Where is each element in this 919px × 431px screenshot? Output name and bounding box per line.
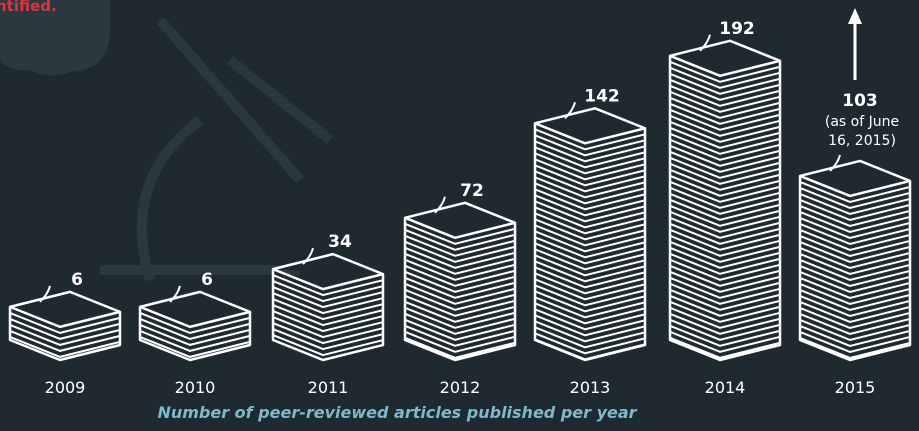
x-tick-label: 2015 (835, 378, 876, 397)
sheet-lines (799, 181, 911, 359)
page-curl (434, 196, 446, 214)
value-label: 34 (328, 232, 352, 252)
microscope-decoration (100, 16, 334, 282)
value-label: 142 (584, 86, 620, 106)
arrow-head (848, 8, 862, 24)
page-curl (564, 102, 576, 120)
sheet-lines (272, 274, 384, 357)
sheet-lines (139, 311, 251, 358)
top-note: ntified. (0, 0, 57, 15)
sheet-lines (404, 222, 516, 359)
x-tick-label: 2014 (705, 378, 746, 397)
sheet-lines (9, 311, 121, 358)
note-cloud (0, 0, 110, 76)
value-label: 6 (71, 270, 83, 290)
page-curl (699, 34, 711, 52)
page-curl (39, 285, 51, 303)
value-label: 72 (460, 181, 484, 201)
value-label: 192 (719, 19, 755, 39)
sheet-lines (669, 60, 781, 359)
x-tick-label: 2012 (440, 378, 481, 397)
value-label: 6 (201, 270, 213, 290)
page-curl (829, 154, 841, 172)
annotation: 16, 2015) (828, 133, 896, 149)
value-label: 103 (842, 91, 878, 111)
annotation: (as of June (825, 114, 899, 130)
sheet-lines (534, 128, 646, 361)
x-tick-label: 2009 (45, 378, 86, 397)
x-tick-label: 2011 (308, 378, 349, 397)
page-curl (302, 247, 314, 265)
x-tick-label: 2010 (175, 378, 216, 397)
page-curl (169, 285, 181, 303)
x-tick-label: 2013 (570, 378, 611, 397)
caption: Number of peer-reviewed articles publish… (157, 403, 637, 422)
